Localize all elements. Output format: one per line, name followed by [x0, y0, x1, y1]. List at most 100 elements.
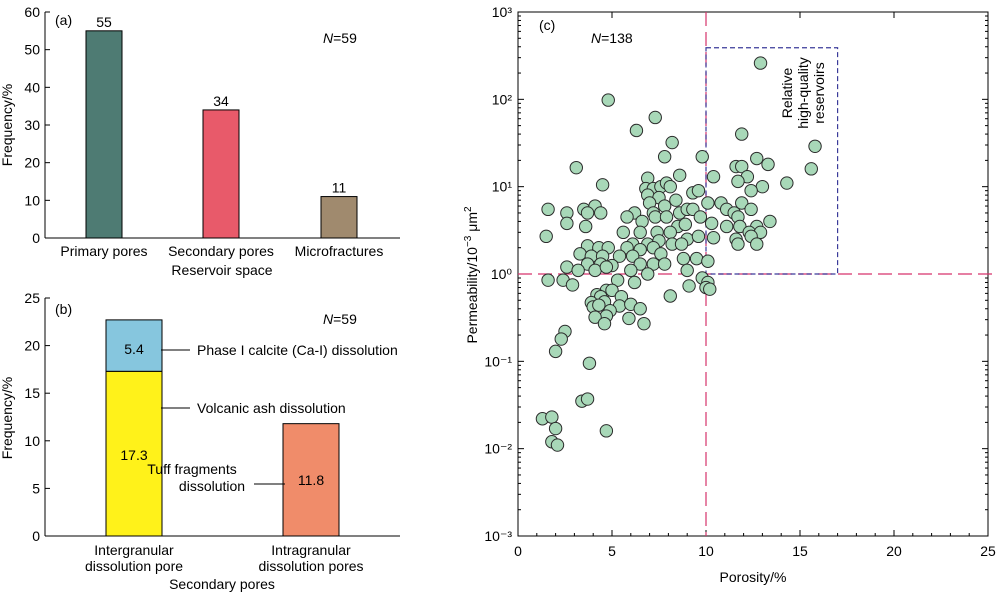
scatter-point — [624, 263, 638, 278]
panel-b-category-intragranular-l1: Intragranular — [271, 542, 351, 558]
scatter-point — [580, 206, 595, 220]
panel-b-value-tuff: 17.3 — [120, 447, 147, 463]
callout-volcanic-ash: Volcanic ash dissolution — [197, 400, 346, 416]
scatter-point — [641, 267, 655, 281]
scatter-point — [695, 150, 709, 164]
scatter-point — [601, 93, 615, 107]
panel-a-y-tick-label: 30 — [24, 117, 40, 133]
scatter-point — [665, 135, 679, 150]
panel-c-points — [535, 56, 822, 452]
scatter-point — [678, 217, 693, 232]
scatter-point — [541, 202, 555, 217]
callout-calcite: Phase I calcite (Ca-I) dissolution — [197, 342, 398, 358]
panel-b-n-annotation: N=59 — [323, 311, 357, 327]
scatter-point — [597, 316, 612, 331]
panel-c-y-tick-label: 10¹ — [492, 179, 513, 195]
panel-b-y-tick-label: 15 — [24, 385, 40, 401]
scatter-point — [735, 127, 749, 141]
scatter-point — [554, 332, 568, 346]
box-label-line2: high-quality — [795, 57, 811, 129]
panel-a-y-tick-label: 0 — [32, 230, 40, 246]
panel-b-value-intragranular: 11.8 — [298, 472, 324, 488]
panel-a-label: (a) — [55, 12, 72, 28]
scatter-point — [663, 225, 677, 240]
scatter-point — [808, 139, 822, 153]
scatter-point — [703, 282, 717, 296]
scatter-point — [755, 179, 770, 194]
panel-c-x-tick-label: 15 — [792, 543, 808, 559]
panel-b-y-axis-label: Frequency/% — [0, 377, 15, 459]
panel-b-label: (b) — [55, 301, 72, 317]
panel-a-y-tick-label: 40 — [24, 79, 40, 95]
panel-c-label: (c) — [539, 17, 555, 33]
panel-c-y-tick-label: 10⁻¹ — [484, 353, 512, 369]
scatter-point — [560, 260, 574, 274]
scatter-point — [763, 214, 777, 229]
scatter-point — [706, 231, 721, 245]
panel-c-n-annotation: N=138 — [591, 30, 633, 46]
box-label-line3: reservoirs — [811, 62, 827, 123]
scatter-point — [753, 56, 768, 70]
scatter-point — [691, 183, 706, 198]
scatter-point — [731, 237, 745, 251]
scatter-point — [735, 159, 749, 174]
panel-a-n-annotation: N=59 — [323, 30, 357, 46]
panel-a-x-axis-label: Reservoir space — [171, 262, 272, 278]
scatter-point — [701, 254, 715, 268]
panel-a-bar — [320, 196, 358, 239]
scatter-point — [744, 202, 758, 217]
panel-c-y-tick-label: 10⁰ — [491, 266, 513, 282]
scatter-point — [680, 263, 694, 278]
scatter-point — [633, 257, 647, 271]
panel-a-bars: 55 34 11 — [85, 14, 358, 239]
panel-b-y-tick-label: 20 — [24, 338, 40, 354]
panel-a-bar — [85, 30, 123, 239]
scatter-point — [571, 263, 585, 278]
panel-b-category-intragranular-l2: dissolution pores — [258, 558, 363, 574]
scatter-point — [657, 150, 672, 164]
scatter-point — [595, 178, 610, 192]
panel-b-x-axis-label: Secondary pores — [169, 576, 275, 592]
panel-c-x-tick-label: 25 — [980, 543, 996, 559]
scatter-point — [663, 179, 677, 194]
scatter-point — [569, 160, 583, 175]
panel-a-bar — [202, 109, 240, 239]
panel-a-category-microfractures: Microfractures — [295, 243, 384, 259]
scatter-point — [672, 168, 687, 182]
scatter-point — [629, 123, 644, 138]
scatter-point — [744, 183, 758, 198]
scatter-point — [706, 170, 721, 184]
panel-c-y-tick-label: 10⁻² — [484, 441, 512, 457]
scatter-point — [719, 219, 734, 234]
panel-b-bar-segment — [282, 423, 340, 537]
scatter-point — [689, 251, 704, 266]
scatter-point — [735, 196, 749, 210]
scatter-point — [605, 283, 619, 298]
panel-c-x-tick-label: 20 — [886, 543, 902, 559]
scatter-point — [691, 229, 706, 244]
scatter-point — [682, 279, 696, 293]
panel-c-ticks: 0 5 10 15 20 25 10⁻³ 10⁻² 10⁻¹ 10⁰ 10¹ 10² 10³ — [484, 4, 996, 559]
panel-c-y-tick-label: 10² — [492, 91, 513, 107]
panel-a-bar-value: 34 — [213, 93, 229, 109]
scatter-point — [633, 225, 647, 240]
scatter-point — [659, 210, 674, 224]
scatter-point — [750, 151, 764, 166]
panel-b-category-intergranular-l1: Intergranular — [94, 542, 174, 558]
scatter-point — [635, 214, 649, 229]
panel-b-bar-segment — [105, 319, 163, 372]
box-label: Relative high-quality reservoirs — [779, 57, 827, 129]
box-label-line1: Relative — [779, 68, 795, 119]
panel-c-x-tick-label: 5 — [608, 543, 616, 559]
scatter-point — [620, 210, 634, 224]
scatter-point — [637, 316, 651, 331]
scatter-point — [548, 344, 563, 359]
panel-b-y-ticks: 0 5 10 15 20 25 — [24, 290, 50, 544]
scatter-point — [582, 356, 597, 370]
scatter-point — [669, 193, 683, 207]
panel-a: 0 10 20 30 40 50 60 (a) N=59 55 34 11 Primary po… — [0, 4, 400, 278]
panel-a-category-primary: Primary pores — [60, 243, 147, 259]
scatter-point — [663, 289, 677, 303]
callout-tuff-line1: Tuff fragments — [147, 461, 236, 477]
scatter-point — [633, 302, 647, 316]
